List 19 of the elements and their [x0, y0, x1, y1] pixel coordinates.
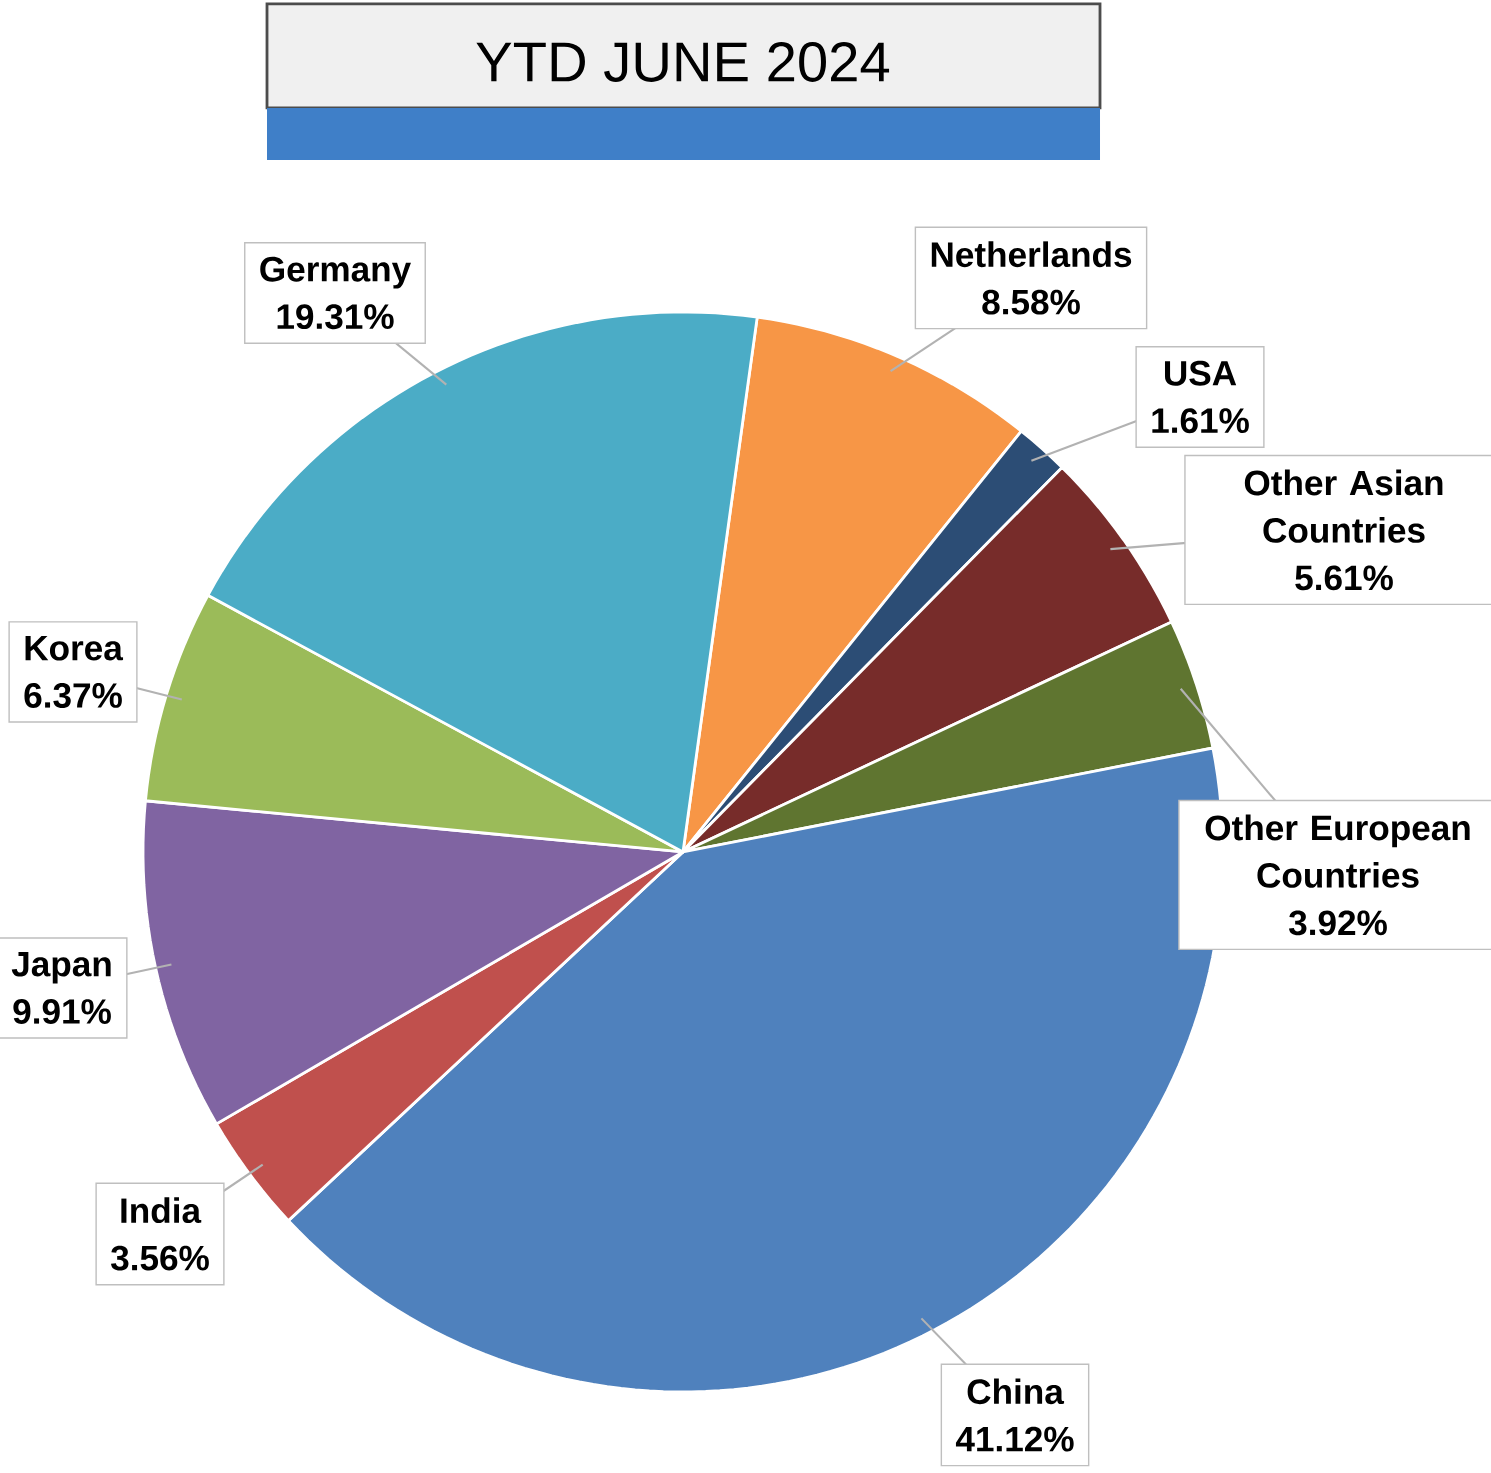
slice-label: Japan: [11, 951, 111, 984]
data-label: 5.61%: [1295, 565, 1393, 591]
data-label: 41.12%: [955, 1426, 1074, 1452]
slice-label: Other Asian Countries: [1244, 469, 1443, 543]
data-label: 3.92%: [1289, 910, 1387, 936]
data-label: 8.58%: [982, 289, 1080, 315]
slice-label: USA: [1164, 360, 1237, 386]
slice-label: Germany: [260, 256, 411, 289]
chart-title: YTD JUNE 2024: [476, 42, 890, 82]
slice-label: Other European Countries: [1205, 814, 1470, 888]
data-label: 9.91%: [13, 999, 111, 1024]
slice-label: Korea: [25, 635, 124, 661]
data-label: 1.61%: [1152, 408, 1249, 434]
data-label: 3.56%: [111, 1245, 209, 1271]
data-label: 6.37%: [24, 683, 122, 708]
slice-label: India: [121, 1197, 202, 1224]
slice-label: China: [967, 1378, 1065, 1405]
slice-label: Netherlands: [931, 241, 1132, 268]
data-label: 19.31%: [277, 304, 394, 330]
